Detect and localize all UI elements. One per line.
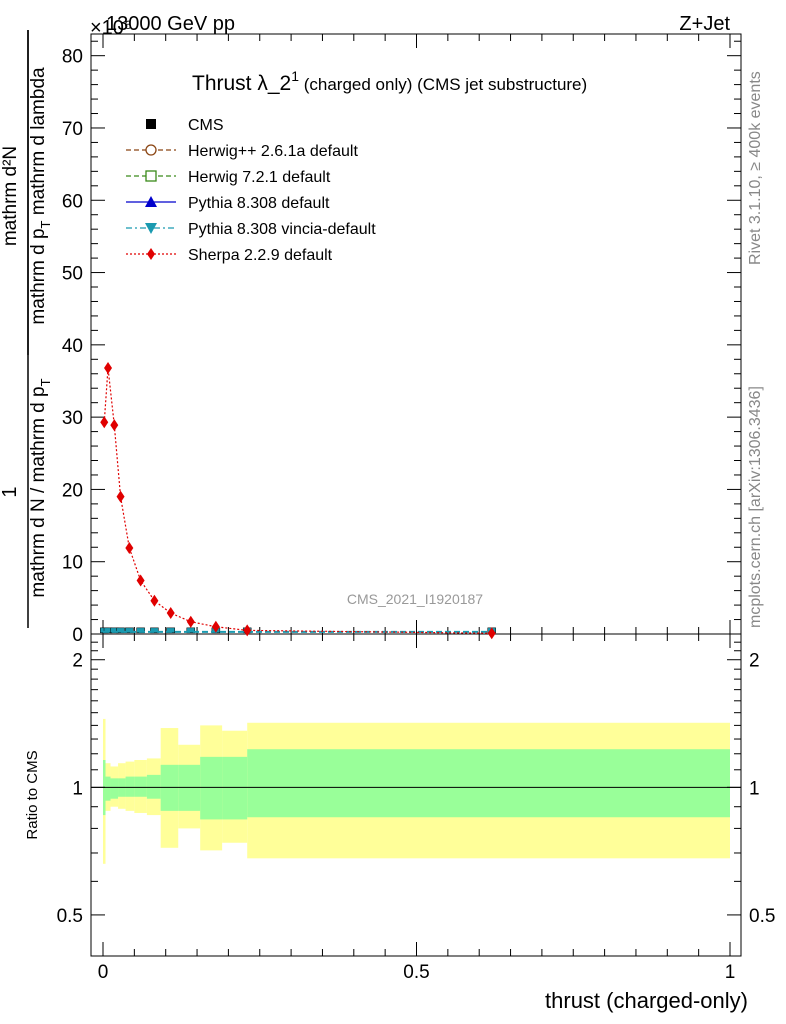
ratio-band-green — [160, 764, 179, 811]
y-tick-label: 80 — [62, 47, 83, 68]
legend-entry: Sherpa 2.2.9 default — [126, 247, 333, 264]
ratio-bands — [103, 718, 730, 864]
ylabel-denominator2-sub: T — [38, 220, 53, 228]
cms-point — [125, 627, 134, 634]
ratio-ylabel: Ratio to CMS — [24, 750, 41, 839]
legend-entry: Herwig 7.2.1 default — [126, 169, 331, 186]
ylabel-numerator2: mathrm d²N — [0, 146, 21, 246]
ylabel-denominator-text: mathrm d N / mathrm d p — [28, 386, 49, 597]
header-left: 13000 GeV pp — [106, 13, 235, 35]
ratio-y-tick-label: 2 — [72, 651, 83, 672]
sherpa-point — [211, 620, 220, 633]
title-main: Thrust λ_2 — [192, 72, 291, 95]
legend-label: Herwig++ 2.6.1a default — [188, 143, 358, 160]
ratio-band-green — [146, 774, 161, 799]
x-axis-label: thrust (charged-only) — [545, 988, 748, 1013]
mcplots-label: mcplots.cern.ch [arXiv:1306.3436] — [747, 386, 764, 628]
ratio-axes: 0.5 0.5 1 1 2 2 — [57, 641, 775, 927]
ratio-band-green — [134, 776, 147, 797]
y-tick-label: 0 — [72, 625, 83, 646]
ratio-y-tick-label-right: 0.5 — [749, 906, 775, 927]
legend-label: Pythia 8.308 default — [188, 195, 330, 212]
main-axes: 0 10 20 30 40 50 60 70 80 — [62, 40, 741, 646]
y-tick-label: 50 — [62, 264, 83, 285]
header-right: Z+Jet — [679, 13, 730, 35]
sherpa-point — [186, 615, 195, 628]
ratio-band-green — [200, 756, 223, 820]
title-sub: (charged only) (CMS jet substructure) — [299, 75, 587, 94]
legend-label: Herwig 7.2.1 default — [188, 169, 331, 186]
legend-label: CMS — [188, 117, 224, 134]
sherpa-point — [100, 416, 109, 429]
sherpa-point — [104, 361, 113, 374]
cms-point — [150, 627, 159, 634]
ylabel-numerator: 1 — [0, 486, 21, 497]
ylabel-denominator2: mathrm d pT mathrm d lambda — [28, 67, 53, 325]
ylabel-denominator-sub: T — [38, 378, 53, 386]
y-tick-label: 10 — [62, 553, 83, 574]
y-tick-label: 40 — [62, 336, 83, 357]
legend-entry: Pythia 8.308 vincia-default — [126, 221, 376, 238]
ratio-y-tick-label-right: 2 — [749, 651, 760, 672]
y-tick-label: 60 — [62, 191, 83, 212]
title-sup: 1 — [291, 68, 299, 84]
legend-marker-square-open — [145, 170, 157, 182]
ratio-band-green — [222, 756, 248, 820]
x-tick-label: 0 — [98, 962, 109, 983]
ylabel-denominator2-text: mathrm d p — [28, 228, 49, 324]
main-ylabel: 1 mathrm d N / mathrm d pT mathrm d²N ma… — [0, 30, 53, 628]
legend: CMS Herwig++ 2.6.1a default Herwig 7.2.1 d… — [126, 117, 376, 264]
ratio-band-green — [247, 749, 730, 818]
sherpa-point — [243, 624, 252, 637]
sherpa-point — [487, 627, 496, 640]
ylabel-denominator: mathrm d N / mathrm d pT — [28, 378, 53, 597]
legend-label: Pythia 8.308 vincia-default — [188, 221, 376, 238]
watermark: CMS_2021_I1920187 — [347, 591, 483, 607]
sherpa-point — [110, 419, 119, 432]
ratio-y-tick-label: 1 — [72, 778, 83, 799]
legend-marker-diamond — [147, 248, 155, 260]
ratio-y-tick-label-right: 1 — [749, 778, 760, 799]
sherpa-point — [136, 574, 145, 587]
y-tick-label: 30 — [62, 408, 83, 429]
x-tick-label: 0.5 — [403, 962, 429, 983]
ratio-band-green — [125, 776, 135, 797]
legend-marker-circle — [145, 144, 157, 156]
y-tick-label: 70 — [62, 119, 83, 140]
cms-point — [186, 627, 196, 634]
ratio-band-green — [105, 776, 111, 801]
main-series — [100, 361, 496, 640]
y-tick-label: 20 — [62, 480, 83, 501]
sherpa-point — [166, 607, 175, 620]
ratio-band-green — [178, 764, 201, 811]
legend-entry: Pythia 8.308 default — [126, 195, 330, 212]
rivet-label: Rivet 3.1.10, ≥ 400k events — [747, 71, 764, 265]
sherpa-point — [150, 594, 159, 607]
legend-entry: CMS — [146, 117, 224, 134]
ratio-band-green — [110, 778, 119, 799]
cms-point — [116, 627, 125, 634]
legend-entry: Herwig++ 2.6.1a default — [126, 143, 358, 160]
ylabel-denominator2-tail: mathrm d lambda — [28, 67, 49, 221]
ratio-y-tick-label: 0.5 — [57, 906, 83, 927]
legend-marker-square — [146, 119, 156, 129]
x-tick-label: 1 — [725, 962, 736, 983]
legend-label: Sherpa 2.2.9 default — [188, 247, 333, 264]
sherpa-point — [116, 490, 125, 503]
legend-marker-triangle-down — [145, 223, 157, 234]
x-axis: 0 0.5 1 — [98, 34, 736, 983]
plot-title: Thrust λ_21 (charged only) (CMS jet subs… — [192, 68, 587, 95]
sherpa-point — [125, 541, 134, 554]
legend-marker-triangle-up — [145, 196, 157, 207]
